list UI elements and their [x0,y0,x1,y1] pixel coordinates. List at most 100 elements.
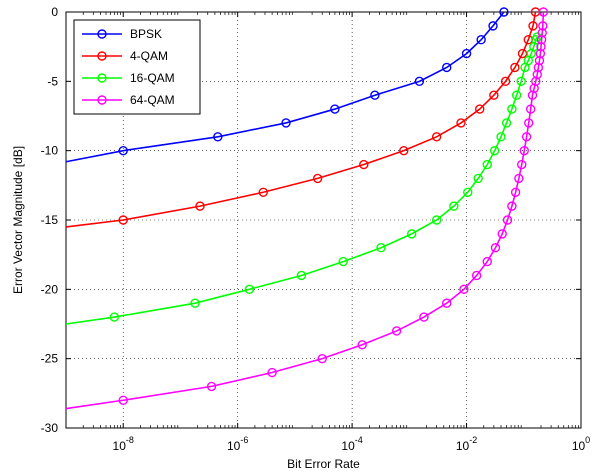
data-point [459,284,469,295]
data-point [118,395,128,405]
data-point [281,118,291,128]
data-point [399,145,409,156]
data-point [475,104,485,114]
data-point [531,76,541,87]
y-axis-label: Error Vector Magnitude [dB] [11,146,25,294]
y-tick-label: 0 [51,5,58,19]
axis-ticks [66,11,582,429]
legend-item: 64-QAM [82,93,175,107]
data-point [496,132,506,142]
data-point [449,201,459,211]
data-point [471,270,482,281]
data-point [499,7,509,17]
x-axis-label: Bit Error Rate [287,457,360,471]
legend-label: 16-QAM [130,71,175,85]
data-point [524,118,534,128]
data-point [414,76,425,87]
legend-marker [97,51,107,61]
data-point [489,145,500,156]
data-point [109,312,120,322]
x-tick-label: 10-6 [227,435,248,453]
series-line [65,11,505,163]
data-point [529,83,539,93]
data-point [502,215,513,225]
data-point [490,243,501,253]
data-point [534,55,545,66]
data-point [507,201,517,211]
data-point [442,298,452,308]
data-point [118,145,128,156]
data-point [516,76,526,87]
data-point [514,173,524,184]
data-point [538,7,549,17]
data-point [312,173,323,184]
data-point [267,367,277,378]
series-group [65,7,549,410]
data-point [419,312,429,322]
data-point [431,215,442,225]
data-point [317,353,327,364]
legend-marker [97,73,107,83]
data-point [244,284,255,295]
series-line [65,11,537,228]
y-tick-label: -5 [47,74,58,88]
data-point [533,62,544,73]
series-64-qam [65,7,549,410]
legend-item: 16-QAM [82,71,175,85]
data-point [535,48,546,59]
data-point [536,35,547,45]
data-point [510,62,520,73]
data-point [213,132,223,142]
legend: BPSK 4-QAM 16-QAM 64-QAM [73,19,201,115]
legend-marker [97,29,107,39]
data-point [528,21,538,31]
series-line [65,36,538,325]
x-tick-labels: 10-8 10-6 10-4 10-2 100 [113,435,591,453]
legend-marker [97,95,107,105]
data-point [190,298,200,308]
data-point [357,340,367,350]
data-point [497,229,507,239]
x-tick-label: 10-8 [113,435,134,453]
data-point [442,62,452,73]
y-tick-label: -10 [41,144,59,158]
data-point [338,256,348,267]
series-4-qam [65,7,541,228]
data-point [461,48,472,59]
data-point [407,229,417,239]
x-tick-label: 10-2 [456,435,477,453]
data-point [370,90,380,100]
data-point [517,48,528,59]
data-point [538,21,548,31]
y-tick-label: -30 [41,421,59,435]
data-point [501,118,512,128]
data-point [482,256,492,267]
y-tick-label: -15 [41,213,59,227]
data-point [330,104,340,114]
data-point [500,76,511,87]
data-point [431,132,442,142]
y-tick-label: -20 [41,282,59,296]
data-point [376,243,386,253]
data-point [463,187,473,197]
data-point [206,381,217,392]
data-point [296,270,307,281]
data-point [527,90,538,100]
legend-item: 4-QAM [82,49,168,63]
legend-item: BPSK [82,27,162,41]
data-point [359,159,369,170]
data-point [456,118,466,128]
data-point [118,215,128,225]
legend-box [73,19,201,115]
data-point [510,187,521,197]
data-point [525,104,536,114]
data-point [517,159,527,170]
data-point [532,69,542,80]
legend-label: 4-QAM [130,49,168,63]
data-point [473,173,483,184]
y-tick-label: -25 [41,352,59,366]
legend-label: BPSK [130,27,162,41]
data-point [258,187,268,197]
x-tick-label: 100 [572,435,590,453]
